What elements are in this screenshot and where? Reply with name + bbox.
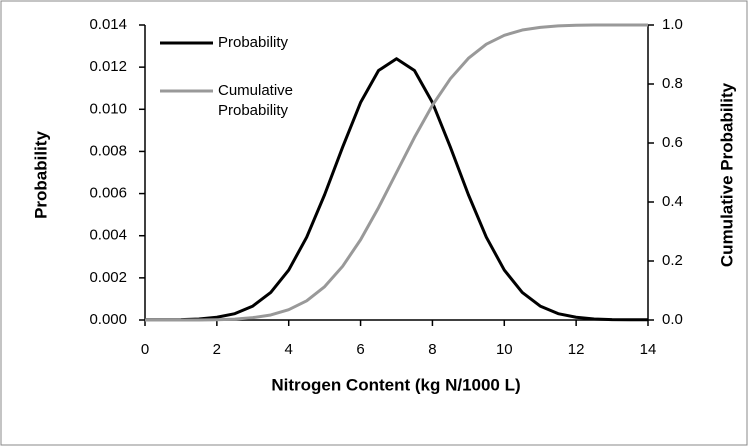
- y-tick-label: 0.012: [89, 58, 127, 75]
- y-tick-label: 0.010: [89, 100, 127, 117]
- x-tick-label: 0: [141, 341, 149, 358]
- x-axis-title: Nitrogen Content (kg N/1000 L): [271, 375, 520, 394]
- x-tick-label: 12: [568, 341, 585, 358]
- y2-tick-label: 0.0: [662, 311, 683, 328]
- y-tick-label: 0.002: [89, 269, 127, 286]
- y2-tick-label: 0.2: [662, 252, 683, 269]
- series-line: [145, 57, 648, 322]
- y2-axis-title: Cumulative Probability: [717, 82, 736, 267]
- x-tick-label: 2: [213, 341, 221, 358]
- y2-tick-label: 0.4: [662, 193, 683, 210]
- series-line: [145, 23, 648, 322]
- y-tick-label: 0.004: [89, 227, 127, 244]
- y2-tick-label: 1.0: [662, 16, 683, 33]
- y-axis-title: Probability: [31, 131, 50, 219]
- x-tick-label: 14: [640, 341, 657, 358]
- x-tick-label: 10: [496, 341, 513, 358]
- y2-tick-label: 0.6: [662, 134, 683, 151]
- x-tick-label: 4: [285, 341, 293, 358]
- legend-label: Cumulative Probability: [218, 82, 294, 119]
- legend-label: Probability: [218, 34, 289, 51]
- y-tick-label: 0.014: [89, 16, 127, 33]
- y2-tick-label: 0.8: [662, 75, 683, 92]
- y-tick-label: 0.006: [89, 185, 127, 202]
- y-tick-label: 0.000: [89, 311, 127, 328]
- x-tick-label: 6: [356, 341, 364, 358]
- y-tick-label: 0.008: [89, 142, 127, 159]
- x-tick-label: 8: [428, 341, 436, 358]
